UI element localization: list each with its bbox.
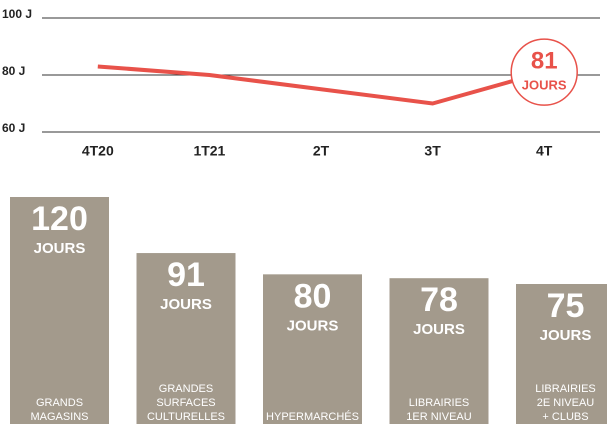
bar	[136, 253, 236, 424]
bar	[10, 197, 109, 424]
bar-unit: JOURS	[540, 327, 592, 344]
bar-category: HYPERMARCHÉS	[266, 410, 359, 423]
bar	[263, 274, 362, 424]
bar-category: GRANDES	[159, 383, 213, 395]
bar-unit: JOURS	[160, 296, 212, 313]
bar-category: 2E NIVEAU	[537, 397, 595, 409]
bar-unit: JOURS	[34, 240, 86, 257]
x-tick-label: 2T	[313, 143, 330, 159]
y-tick-label: 100 J	[2, 7, 32, 21]
bar-category: MAGASINS	[30, 411, 88, 423]
bar-category: + CLUBS	[542, 411, 588, 423]
bar-value: 91	[167, 256, 205, 294]
bar	[389, 278, 489, 424]
x-tick-label: 4T20	[82, 143, 114, 159]
bar-category: 1ER NIVEAU	[406, 411, 471, 423]
x-tick-label: 3T	[424, 143, 441, 159]
annotation-circle	[510, 38, 578, 106]
bar-unit: JOURS	[287, 317, 339, 334]
bar-category: GRANDS	[36, 397, 83, 409]
line	[97, 64, 545, 106]
bar-category: LIBRAIRIES	[409, 397, 470, 409]
bar-category: SURFACES	[156, 397, 215, 409]
bar-unit: JOURS	[413, 321, 465, 338]
bar	[516, 284, 607, 424]
x-tick-label: 1T21	[193, 143, 225, 159]
y-tick-label: 60 J	[2, 121, 25, 135]
annotation-value: 81	[531, 47, 558, 74]
x-tick-label: 4T	[536, 143, 553, 159]
bar-category: LIBRAIRIES	[535, 383, 596, 395]
bar-value: 75	[547, 287, 585, 325]
bar-category: CULTURELLES	[147, 411, 225, 423]
annotation-unit: JOURS	[522, 78, 567, 93]
bar-value: 80	[294, 277, 332, 315]
bar-value: 78	[420, 281, 458, 319]
y-tick-label: 80 J	[2, 64, 25, 78]
bar-value: 120	[31, 200, 88, 238]
